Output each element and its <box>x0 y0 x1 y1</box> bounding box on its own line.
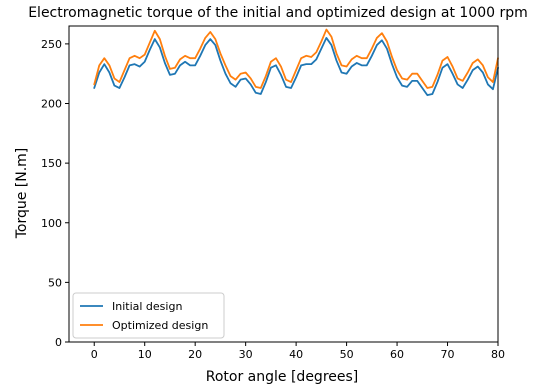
series-lines <box>93 28 499 97</box>
x-tick-label: 20 <box>188 348 202 361</box>
x-tick-label: 70 <box>441 348 455 361</box>
y-axis-label: Torque [N.m] <box>14 148 30 240</box>
x-tick-label: 0 <box>91 348 98 361</box>
legend-label-optimized-design: Optimized design <box>112 319 208 332</box>
x-axis-label: Rotor angle [degrees] <box>206 369 359 385</box>
chart-title: Electromagnetic torque of the initial an… <box>28 5 528 21</box>
x-tick-label: 80 <box>491 348 505 361</box>
y-tick-label: 150 <box>41 157 62 170</box>
y-tick-label: 50 <box>48 276 62 289</box>
y-tick-label: 200 <box>41 98 62 111</box>
y-axis-ticks: 0 50 100 150 200 250 <box>41 38 69 349</box>
y-tick-label: 0 <box>55 336 62 349</box>
x-axis-ticks: 0 10 20 30 40 50 60 70 80 <box>91 342 505 361</box>
plot-frame <box>68 25 499 343</box>
x-tick-label: 60 <box>390 348 404 361</box>
legend-box <box>72 292 225 339</box>
x-tick-label: 10 <box>138 348 152 361</box>
x-tick-label: 50 <box>340 348 354 361</box>
x-tick-label: 40 <box>289 348 303 361</box>
legend-label-initial-design: Initial design <box>112 300 182 313</box>
y-tick-label: 100 <box>41 217 62 230</box>
series-line-initial-design <box>93 37 499 97</box>
legend: Initial design Optimized design <box>72 292 225 339</box>
y-tick-label: 250 <box>41 38 62 51</box>
series-line-optimized-design <box>93 28 499 89</box>
x-tick-label: 30 <box>239 348 253 361</box>
